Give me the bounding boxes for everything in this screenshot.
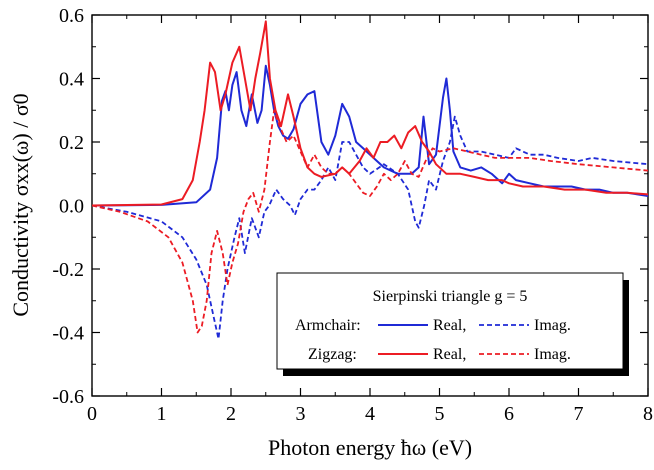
x-tick-label: 3 (296, 403, 306, 425)
legend-armchair-imag-label: Imag. (534, 317, 571, 334)
x-tick-label: 5 (435, 403, 445, 425)
legend-zigzag-real-label: Real, (433, 346, 466, 363)
x-tick-label: 6 (504, 403, 514, 425)
y-tick-label: 0.2 (59, 132, 84, 154)
y-tick-label: -0.6 (52, 386, 84, 408)
x-tick-label: 1 (157, 403, 167, 425)
legend-armchair-label: Armchair: (295, 317, 361, 334)
series-layer (92, 20, 648, 340)
x-tick-label: 8 (643, 403, 653, 425)
x-tick-label: 0 (87, 403, 97, 425)
legend-title: Sierpinski triangle g = 5 (373, 288, 528, 305)
armchair-real-line (92, 64, 648, 207)
legend-zigzag-label: Zigzag: (308, 346, 357, 363)
y-tick-label: 0.0 (59, 196, 84, 218)
y-tick-label: 0.6 (59, 5, 84, 27)
armchair-imag-line (92, 115, 648, 340)
y-tick-label: -0.4 (52, 323, 84, 345)
x-tick-label: 4 (365, 403, 375, 425)
y-tick-label: 0.4 (59, 69, 84, 91)
x-axis-title: Photon energy ħω (eV) (268, 435, 472, 460)
legend-box (276, 272, 624, 370)
x-tick-label: 7 (574, 403, 584, 425)
legend-armchair-real-label: Real, (433, 317, 466, 334)
x-tick-label: 2 (226, 403, 236, 425)
legend: Sierpinski triangle g = 5 Armchair: Real… (276, 272, 629, 376)
y-axis-ticks: -0.6 -0.4 -0.2 0.0 0.2 0.4 0.6 (52, 5, 648, 408)
x-axis-ticks: 0 1 2 3 4 5 6 7 8 (87, 15, 653, 425)
legend-zigzag-imag-label: Imag. (534, 346, 571, 363)
y-axis-title: Conductivity σxx(ω) / σ0 (8, 93, 33, 316)
y-tick-label: -0.2 (52, 259, 84, 281)
zigzag-real-line (92, 20, 648, 207)
